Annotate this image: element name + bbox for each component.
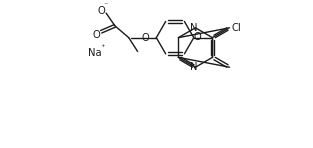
Text: ⁺: ⁺ <box>101 43 105 52</box>
Text: O: O <box>194 32 202 42</box>
Text: Na: Na <box>89 48 102 58</box>
Text: O: O <box>92 30 100 40</box>
Text: Cl: Cl <box>232 23 242 33</box>
Text: ⁻: ⁻ <box>103 1 108 10</box>
Text: O: O <box>141 33 149 43</box>
Text: N: N <box>190 62 197 72</box>
Text: O: O <box>97 6 105 16</box>
Text: N: N <box>190 23 197 33</box>
